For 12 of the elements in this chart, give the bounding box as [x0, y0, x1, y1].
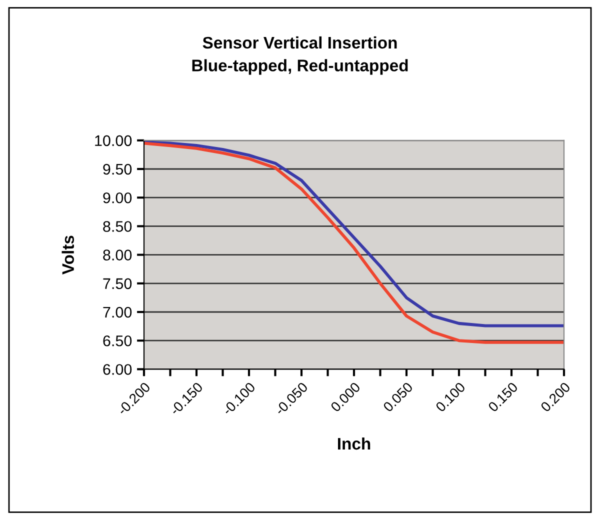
y-tick-label: 6.00 [103, 364, 132, 375]
y-tick-label: 9.50 [103, 164, 132, 175]
x-axis-title: Inch [338, 437, 370, 450]
y-tick-label: 9.00 [103, 192, 132, 204]
y-tick-label: 7.50 [103, 278, 132, 290]
y-tick-label: 10.00 [95, 135, 132, 146]
y-tick-label: 8.00 [103, 250, 132, 260]
y-axis-title: Volts [62, 236, 74, 274]
y-tick-label: 8.50 [103, 221, 132, 232]
y-tick-label: 7.00 [103, 306, 132, 318]
y-tick-label: 6.50 [103, 335, 132, 346]
chart-title: Sensor Vertical Insertion Blue-tapped, Red-untapped [192, 36, 408, 75]
